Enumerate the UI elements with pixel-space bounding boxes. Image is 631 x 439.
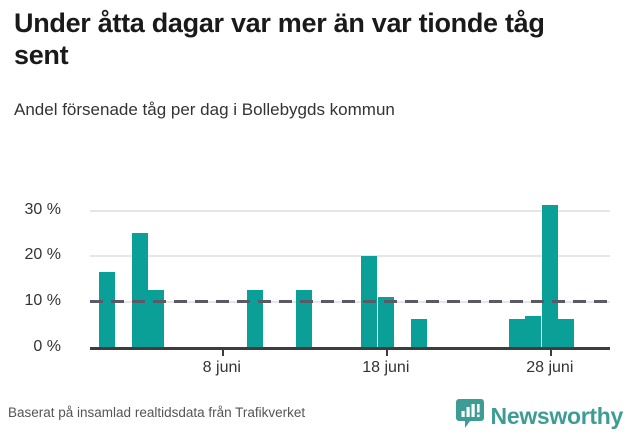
- bar[interactable]: [525, 316, 542, 347]
- chart-subtitle: Andel försenade tåg per dag i Bollebygds…: [14, 99, 395, 119]
- chart-header: Under åtta dagar var mer än var tionde t…: [0, 0, 631, 120]
- brand-logo: Newsworthy: [455, 399, 624, 434]
- y-axis-tick-label: 10 %: [24, 292, 61, 310]
- bar[interactable]: [509, 318, 525, 347]
- x-axis-line: [90, 347, 610, 350]
- x-axis-tick-label: 28 juni: [526, 359, 574, 376]
- bar[interactable]: [295, 289, 312, 347]
- bar[interactable]: [410, 318, 427, 347]
- x-axis-tick-mark: [385, 347, 388, 356]
- reference-line: [90, 300, 610, 304]
- bar[interactable]: [148, 289, 165, 347]
- bar[interactable]: [99, 272, 115, 347]
- brand-name: Newsworthy: [490, 403, 624, 429]
- chart-plot-area: 0 % 10 % 20 % 30 % 8 juni 18 juni 28 juni: [0, 190, 631, 376]
- bar[interactable]: [377, 296, 394, 347]
- chart-footer: Baserat på insamlad realtidsdata från Tr…: [0, 393, 631, 439]
- bar-chart-speech-bubble-icon: [455, 399, 484, 434]
- bar[interactable]: [246, 289, 263, 347]
- x-axis-tick-mark: [549, 347, 552, 356]
- y-axis-tick-label: 20 %: [24, 246, 61, 264]
- gridline-30: [90, 209, 610, 212]
- source-note: Baserat på insamlad realtidsdata från Tr…: [8, 405, 306, 420]
- bar[interactable]: [541, 205, 558, 347]
- bar[interactable]: [131, 233, 148, 347]
- y-axis-tick-label: 0 %: [33, 338, 61, 355]
- x-axis-tick-label: 18 juni: [362, 359, 410, 376]
- gridline-20: [90, 255, 610, 258]
- chart-canvas: 0 % 10 % 20 % 30 % 8 juni 18 juni 28 juni: [25, 190, 610, 376]
- x-axis-tick-label: 8 juni: [202, 359, 241, 376]
- x-axis-tick-mark: [221, 347, 224, 356]
- y-axis-tick-label: 30 %: [24, 200, 61, 218]
- bar[interactable]: [558, 318, 575, 347]
- page-title: Under åtta dagar var mer än var tionde t…: [14, 8, 545, 70]
